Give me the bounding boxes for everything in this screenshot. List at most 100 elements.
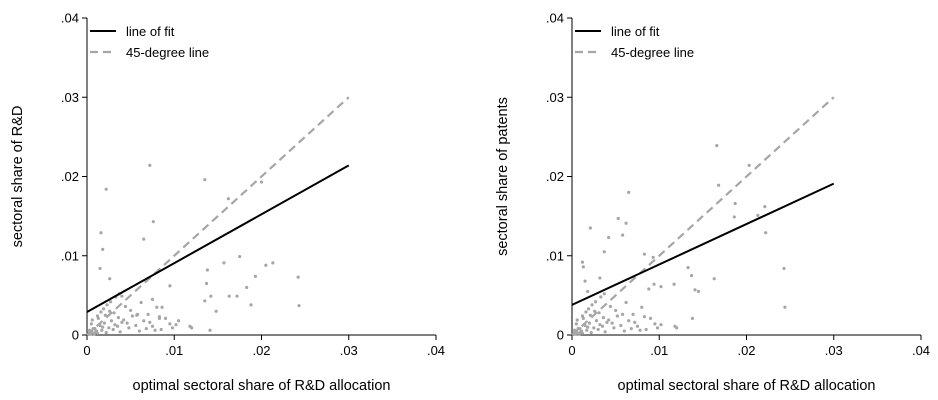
chart2-data-point xyxy=(619,323,623,328)
chart2-data-point xyxy=(590,303,594,307)
chart1-data-point xyxy=(271,261,275,265)
chart1-data-point xyxy=(94,329,99,333)
chart2-data-point xyxy=(607,318,611,322)
chart2-x-tick-label: .03 xyxy=(825,343,843,358)
chart1-data-point xyxy=(118,330,122,334)
chart2-data-point xyxy=(579,329,584,333)
chart1-data-point xyxy=(129,308,133,313)
chart2-data-point xyxy=(716,183,721,187)
chart2-data-point xyxy=(642,315,647,319)
chart1-data-point xyxy=(168,284,172,288)
chart2-data-point xyxy=(605,320,609,324)
chart2-data-point xyxy=(575,318,579,322)
chart2-data-point xyxy=(597,311,601,315)
chart2-data-point xyxy=(635,324,640,328)
chart2-data-point xyxy=(638,328,642,332)
chart1-data-point xyxy=(139,300,143,305)
chart2-data-point xyxy=(690,316,695,320)
chart2-data-point xyxy=(615,314,619,318)
chart1-data-point xyxy=(127,326,131,330)
chart1-45-degree-line xyxy=(86,96,350,336)
chart2-data-point xyxy=(600,324,605,328)
chart1-data-point xyxy=(204,281,209,286)
chart1-data-point xyxy=(100,328,104,332)
chart2-y-tick-label: .01 xyxy=(546,248,564,263)
chart2-data-point xyxy=(578,327,582,331)
chart2-y-tick-label: .04 xyxy=(546,11,564,26)
chart2-x-tick-label: .04 xyxy=(912,343,930,358)
chart2-data-point xyxy=(624,300,628,305)
chart1-data-point xyxy=(113,323,117,327)
chart2-x-tick-label: .01 xyxy=(650,343,668,358)
chart2-data-point xyxy=(586,307,591,311)
chart2-data-point xyxy=(693,288,697,292)
chart1-x-tick-label: 0 xyxy=(83,343,90,358)
chart2-data-point xyxy=(783,305,787,309)
chart1-data-point xyxy=(122,318,126,322)
chart1-data-point xyxy=(190,326,194,330)
chart2-data-point xyxy=(586,289,590,294)
chart2-data-point xyxy=(644,327,648,332)
chart2-data-point xyxy=(696,289,701,294)
chart2-data-point xyxy=(593,309,597,313)
chart2-data-point xyxy=(602,292,606,296)
chart1-data-point xyxy=(249,303,253,307)
chart2-data-point xyxy=(782,266,786,271)
chart1-data-point xyxy=(115,324,120,328)
chart2-data-point xyxy=(655,326,660,330)
chart1-data-point xyxy=(150,324,155,328)
chart1-data-point xyxy=(203,299,207,303)
chart2-data-point xyxy=(607,235,611,240)
chart1-x-tick-label: .02 xyxy=(252,343,270,358)
chart2-data-point xyxy=(598,276,602,280)
chart2-data-point xyxy=(585,328,589,332)
chart1-data-point xyxy=(208,328,212,332)
chart2-data-point xyxy=(624,221,628,225)
chart2-data-point xyxy=(648,316,653,320)
chart1-data-point xyxy=(99,231,103,235)
chart1-data-point xyxy=(112,311,116,315)
chart1-data-point xyxy=(155,305,159,309)
chart1-data-point xyxy=(159,327,163,332)
chart1-data-point xyxy=(153,328,157,332)
chart1-data-point xyxy=(222,261,226,265)
chart1-data-point xyxy=(89,322,93,326)
chart2-data-point xyxy=(596,327,600,332)
chart2-y-tick-label: 0 xyxy=(557,328,564,343)
chart1-data-point xyxy=(168,322,172,326)
chart2-data-point xyxy=(594,319,599,323)
chart2-y-axis-label: sectoral share of patents xyxy=(495,97,511,256)
chart1-y-tick-label: .04 xyxy=(61,11,79,26)
chart1-data-point xyxy=(103,313,107,317)
chart2-data-point xyxy=(633,320,637,324)
chart1-data-point xyxy=(101,325,105,329)
chart2-fit-line xyxy=(571,182,835,306)
chart1-data-point xyxy=(203,178,207,182)
chart1-data-point xyxy=(108,309,112,313)
chart2-y-tick-label: .03 xyxy=(546,90,564,105)
chart1-data-point xyxy=(209,294,213,298)
chart2-data-point xyxy=(629,327,633,331)
chart1-data-point xyxy=(238,254,242,259)
chart1-data-point xyxy=(148,163,152,168)
chart1-data-point xyxy=(148,320,152,324)
chart1-data-point xyxy=(108,277,112,281)
chart1-data-point xyxy=(111,327,115,332)
chart2-data-point xyxy=(627,319,631,323)
chart1-data-point xyxy=(102,321,107,325)
chart1-legend-fit-label: line of fit xyxy=(126,24,175,39)
chart1-data-point xyxy=(108,300,113,304)
chart1-data-point xyxy=(101,247,105,252)
chart1-data-point xyxy=(109,319,114,323)
chart1-legend-diag-label: 45-degree line xyxy=(126,45,209,60)
chart2-data-point xyxy=(651,255,655,259)
chart1-data-point xyxy=(253,274,257,278)
chart1-x-axis-label: optimal sectoral share of R&D allocation xyxy=(133,378,391,394)
chart1-y-tick-label: .01 xyxy=(61,248,79,263)
chart2-data-point xyxy=(640,305,644,309)
chart2-data-point xyxy=(652,282,656,286)
chart2-data-point xyxy=(715,143,719,148)
chart1-data-point xyxy=(107,326,111,330)
chart2-x-axis-label: optimal sectoral share of R&D allocation xyxy=(618,378,876,394)
